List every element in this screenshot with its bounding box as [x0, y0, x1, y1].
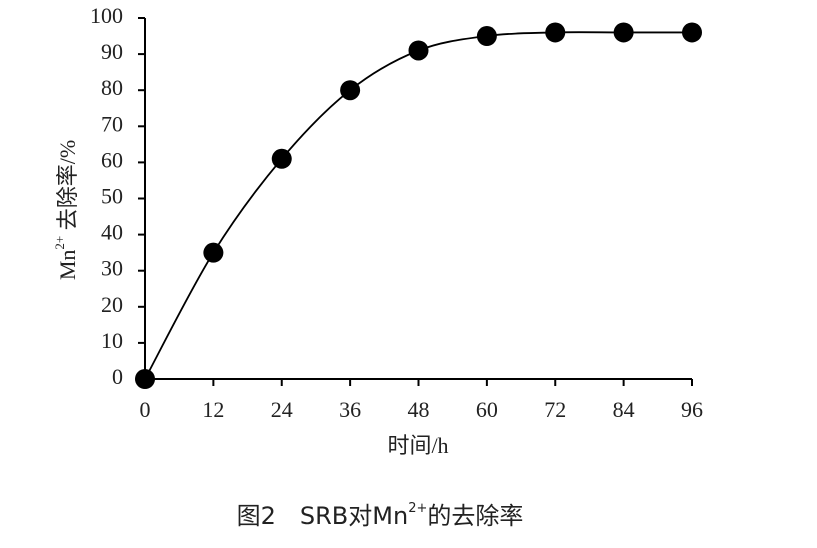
- caption: 图2 SRB对Mn2+的去除率: [237, 501, 524, 531]
- caption-prefix: 图2 SRB对Mn: [237, 502, 409, 530]
- caption-sup: 2+: [408, 501, 427, 516]
- y-tick-label: 90: [101, 39, 123, 64]
- data-line: [144, 31, 692, 380]
- x-tick-label: 48: [408, 397, 430, 422]
- y-tick-label: 80: [101, 75, 123, 100]
- data-point: [682, 22, 702, 43]
- y-tick-label: 40: [101, 220, 123, 245]
- x-axis-label: 时间/h: [387, 433, 448, 458]
- x-tick-label: 96: [681, 397, 703, 422]
- data-point: [271, 148, 292, 169]
- x-tick-label: 72: [544, 397, 566, 422]
- x-tick-label: 24: [271, 397, 293, 422]
- data-point: [135, 369, 155, 389]
- y-label-rest: 去除率/%: [55, 140, 80, 236]
- x-tick-label: 12: [202, 397, 224, 422]
- y-tick-label: 30: [101, 256, 123, 281]
- y-tick-label: 100: [90, 3, 123, 28]
- caption-suffix: 的去除率: [427, 502, 523, 530]
- y-label-sup: 2+: [52, 236, 67, 250]
- data-point: [613, 22, 634, 43]
- data-point: [203, 242, 224, 263]
- data-point: [408, 40, 429, 61]
- data-point: [545, 22, 566, 43]
- y-tick-label: 50: [101, 184, 123, 209]
- y-tick-label: 70: [101, 111, 123, 136]
- y-axis-label: Mn2+ 去除率/%: [52, 140, 80, 280]
- y-tick-label: 60: [101, 147, 123, 172]
- x-tick-label: 0: [140, 397, 151, 422]
- data-point: [476, 26, 497, 47]
- data-point: [340, 80, 361, 101]
- y-label-base: Mn: [55, 250, 80, 281]
- y-tick-label: 0: [112, 364, 123, 389]
- y-tick-label: 20: [101, 292, 123, 317]
- x-tick-label: 60: [476, 397, 498, 422]
- y-tick-label: 10: [101, 328, 123, 353]
- x-tick-label: 84: [613, 397, 635, 422]
- x-tick-label: 36: [339, 397, 361, 422]
